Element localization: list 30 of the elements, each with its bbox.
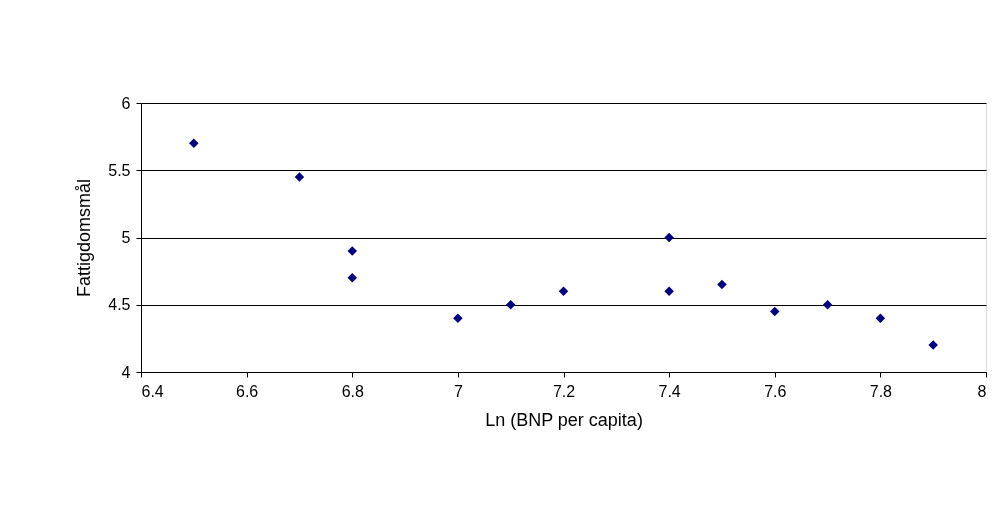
x-tick-label: 7.4 (658, 382, 681, 400)
point (347, 246, 357, 256)
x-tick-label: 7.6 (764, 382, 787, 400)
x-tick-label: 7.8 (869, 382, 893, 400)
point (875, 313, 886, 323)
y-tick-label: 5.5 (108, 161, 131, 179)
point (717, 279, 727, 290)
y-tick-label: 4.5 (108, 296, 131, 314)
x-tick-label: 6.4 (141, 382, 164, 400)
point (770, 306, 780, 317)
y-tick-label: 4 (121, 363, 131, 381)
y-tick-label: 5 (121, 229, 131, 246)
point (558, 286, 569, 297)
y-axis-title: Fattigdomsmål (74, 178, 95, 298)
x-tick-label: 8 (977, 382, 987, 400)
x-tick-label: 7 (453, 382, 463, 400)
x-axis-title: Ln (BNP per capita) (485, 409, 643, 430)
point (664, 286, 674, 297)
point (189, 138, 199, 149)
point (822, 300, 833, 310)
point (347, 273, 357, 283)
point (664, 232, 674, 243)
x-tick-label: 6.8 (341, 382, 364, 400)
y-tick-label: 6 (121, 94, 131, 112)
point (928, 340, 938, 350)
point (294, 172, 305, 182)
x-tick-label: 6.6 (236, 382, 259, 400)
point (453, 313, 463, 323)
x-tick-label: 7.2 (552, 382, 576, 400)
point (505, 300, 516, 310)
